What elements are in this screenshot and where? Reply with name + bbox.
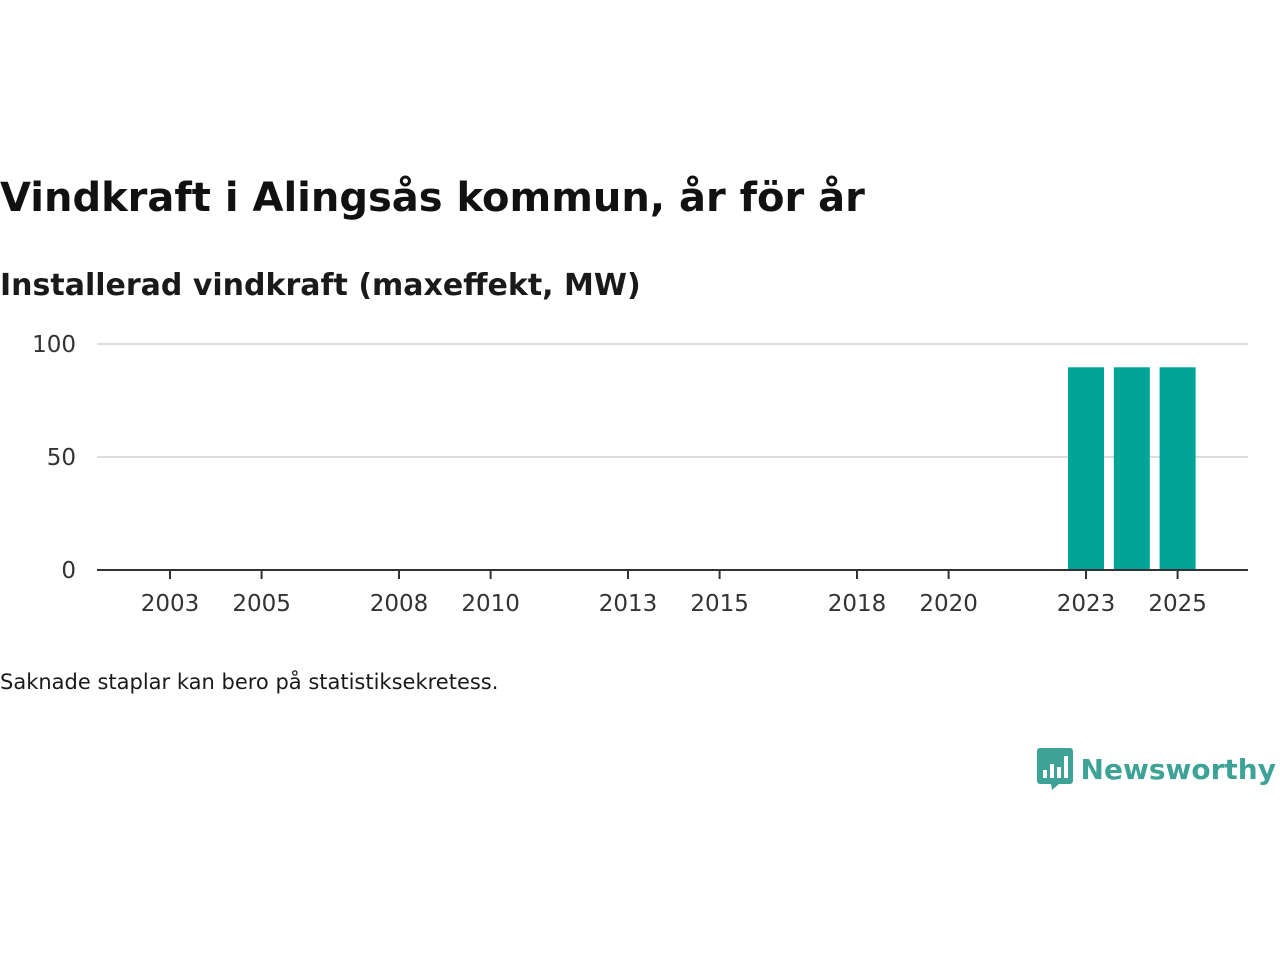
bar-2025 [1159, 367, 1196, 570]
brand-name: Newsworthy [1080, 752, 1276, 786]
footnote: Saknade staplar kan bero på statistiksek… [0, 670, 499, 694]
x-tick-label: 2018 [828, 591, 887, 617]
chart-subtitle: Installerad vindkraft (maxeffekt, MW) [0, 268, 641, 303]
x-tick-label: 2010 [461, 591, 520, 617]
bar-chart-speech-bubble-icon [1036, 748, 1073, 790]
x-tick-label: 2015 [690, 591, 749, 617]
x-tick-label: 2025 [1148, 591, 1207, 617]
bar-2023 [1068, 367, 1104, 570]
brand-logo: Newsworthy [1036, 748, 1276, 790]
bars [1068, 367, 1196, 570]
gridlines [97, 343, 1248, 458]
x-axis [97, 569, 1248, 579]
x-tick-label: 2013 [599, 591, 658, 617]
x-tick-label: 2003 [141, 591, 200, 617]
x-tick-label: 2023 [1057, 591, 1116, 617]
y-tick-label: 50 [47, 445, 76, 471]
x-tick-label: 2020 [919, 591, 978, 617]
y-tick-label: 100 [32, 332, 76, 358]
bar-2024 [1113, 367, 1150, 570]
chart-title: Vindkraft i Alingsås kommun, år för år [0, 175, 865, 221]
x-tick-label: 2008 [370, 591, 429, 617]
y-axis-labels: 0 50 100 [32, 332, 76, 584]
x-tick-label: 2005 [232, 591, 291, 617]
x-axis-labels: 2003 2005 2008 2010 2013 2015 2018 2020 2023 2025 [141, 591, 1207, 617]
y-tick-label: 0 [61, 558, 76, 584]
